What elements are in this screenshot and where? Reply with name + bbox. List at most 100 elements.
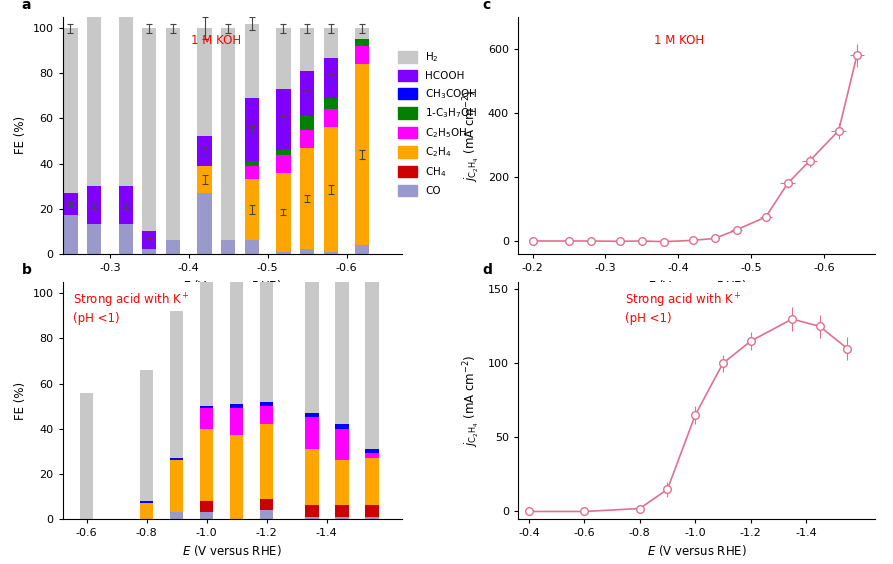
Text: a: a — [21, 0, 31, 12]
Bar — [300, 148, 314, 249]
Bar — [260, 406, 273, 424]
X-axis label: $E$ (V versus RHE): $E$ (V versus RHE) — [182, 544, 282, 558]
Bar — [230, 404, 244, 408]
X-axis label: $E$ (V versus RHE): $E$ (V versus RHE) — [647, 279, 747, 293]
Bar — [355, 46, 370, 64]
Bar — [245, 24, 259, 98]
Bar — [300, 28, 314, 71]
Bar — [335, 460, 348, 505]
Bar — [79, 393, 93, 519]
Bar — [230, 408, 244, 435]
Bar — [140, 503, 154, 519]
Bar — [142, 28, 156, 231]
Bar — [324, 58, 338, 98]
Bar — [365, 232, 379, 449]
Bar — [305, 517, 319, 519]
Bar — [200, 408, 213, 429]
Bar — [260, 402, 273, 406]
Y-axis label: $j_{\mathrm{C_2H_4}}$ (mA cm$^{-2}$): $j_{\mathrm{C_2H_4}}$ (mA cm$^{-2}$) — [462, 89, 482, 182]
Bar — [140, 501, 154, 503]
Bar — [166, 28, 180, 240]
X-axis label: $E$ (V versus RHE): $E$ (V versus RHE) — [182, 279, 282, 293]
Bar — [365, 458, 379, 505]
Bar — [355, 28, 370, 39]
Text: b: b — [21, 263, 31, 277]
Bar — [245, 161, 259, 166]
Bar — [260, 499, 273, 510]
Bar — [324, 127, 338, 252]
Bar — [276, 173, 290, 252]
Bar — [197, 28, 212, 136]
Bar — [305, 417, 319, 449]
Bar — [365, 449, 379, 453]
Bar — [324, 28, 338, 58]
Bar — [230, 199, 244, 404]
Bar — [200, 512, 213, 519]
Bar — [324, 252, 338, 254]
Bar — [170, 460, 183, 512]
Bar — [166, 240, 180, 254]
Y-axis label: FE (%): FE (%) — [14, 381, 27, 420]
X-axis label: $E$ (V versus RHE): $E$ (V versus RHE) — [647, 544, 747, 558]
Bar — [87, 186, 101, 224]
Bar — [260, 510, 273, 519]
Bar — [365, 505, 379, 517]
Bar — [324, 109, 338, 127]
Bar — [63, 215, 78, 254]
Bar — [300, 130, 314, 148]
Bar — [63, 28, 78, 193]
Bar — [300, 249, 314, 254]
Bar — [300, 71, 314, 116]
Bar — [245, 240, 259, 254]
Bar — [170, 458, 183, 460]
Bar — [355, 39, 370, 46]
Bar — [200, 406, 213, 408]
Bar — [87, 0, 101, 186]
Bar — [260, 183, 273, 402]
Text: 1 M KOH: 1 M KOH — [191, 33, 242, 46]
Bar — [119, 186, 133, 224]
Bar — [200, 429, 213, 501]
Y-axis label: FE (%): FE (%) — [14, 116, 27, 155]
Bar — [300, 116, 314, 130]
Bar — [305, 187, 319, 413]
Bar — [170, 311, 183, 458]
Bar — [197, 166, 212, 193]
Bar — [197, 193, 212, 254]
Bar — [276, 89, 290, 150]
Bar — [355, 64, 370, 245]
Text: 1 M KOH: 1 M KOH — [654, 33, 704, 46]
Y-axis label: $j_{\mathrm{C_2H_4}}$ (mA cm$^{-2}$): $j_{\mathrm{C_2H_4}}$ (mA cm$^{-2}$) — [463, 354, 482, 447]
Bar — [197, 136, 212, 166]
Bar — [324, 98, 338, 109]
Bar — [276, 28, 290, 89]
Bar — [245, 166, 259, 179]
Bar — [335, 505, 348, 517]
Bar — [276, 150, 290, 155]
Bar — [63, 193, 78, 215]
Bar — [365, 517, 379, 519]
Bar — [140, 370, 154, 501]
Bar — [119, 224, 133, 254]
Bar — [276, 155, 290, 173]
Bar — [245, 98, 259, 161]
Bar — [221, 240, 236, 254]
Bar — [245, 179, 259, 240]
Bar — [335, 517, 348, 519]
Bar — [260, 424, 273, 499]
Legend: H$_2$, HCOOH, CH$_3$COOH, 1-C$_3$H$_7$OH, C$_2$H$_5$OH, C$_2$H$_4$, CH$_4$, CO: H$_2$, HCOOH, CH$_3$COOH, 1-C$_3$H$_7$OH… — [398, 50, 478, 196]
Bar — [305, 505, 319, 517]
Bar — [142, 249, 156, 254]
Bar — [335, 429, 348, 460]
Bar — [200, 501, 213, 512]
Bar — [335, 199, 348, 424]
Text: c: c — [482, 0, 490, 12]
Bar — [305, 449, 319, 505]
Bar — [142, 231, 156, 249]
Text: d: d — [482, 263, 492, 277]
Text: Strong acid with K$^+$
(pH <1): Strong acid with K$^+$ (pH <1) — [72, 292, 189, 325]
Bar — [335, 424, 348, 429]
Bar — [221, 28, 236, 240]
Bar — [230, 435, 244, 519]
Bar — [365, 453, 379, 458]
